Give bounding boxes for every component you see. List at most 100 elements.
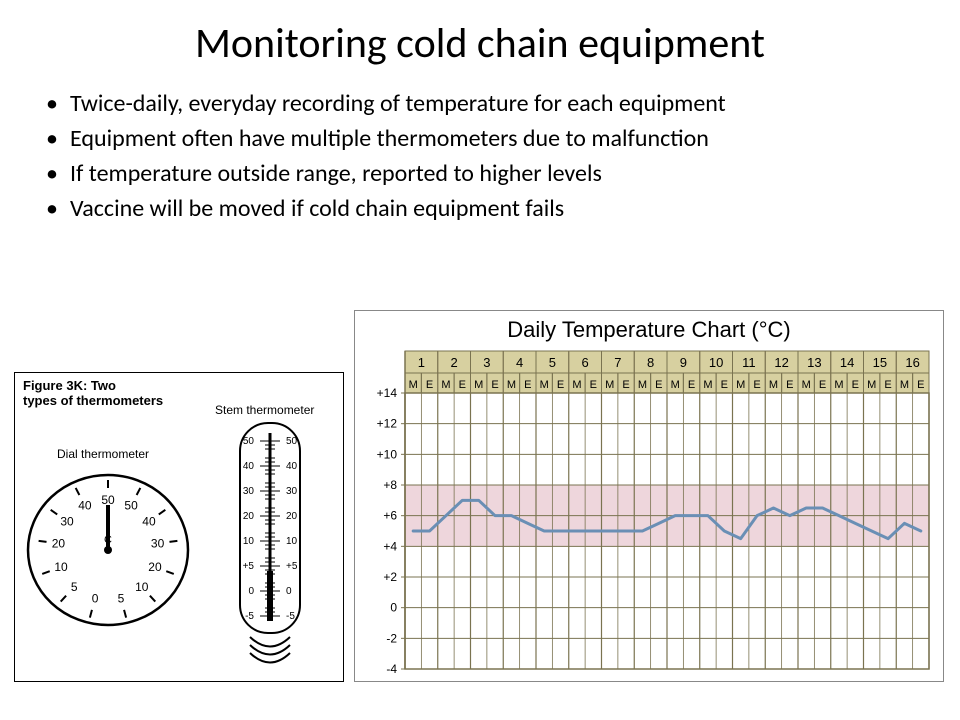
svg-text:40: 40 xyxy=(243,461,255,472)
svg-text:E: E xyxy=(459,379,466,391)
svg-text:10: 10 xyxy=(709,355,723,370)
svg-text:+14: +14 xyxy=(377,386,398,400)
svg-text:14: 14 xyxy=(840,355,854,370)
bullet-item: Equipment often have multiple thermomete… xyxy=(70,122,916,155)
svg-text:10: 10 xyxy=(135,580,149,594)
bullet-item: Twice-daily, everyday recording of tempe… xyxy=(70,87,916,120)
svg-text:0: 0 xyxy=(390,601,397,615)
svg-text:M: M xyxy=(572,379,581,391)
svg-text:50: 50 xyxy=(124,499,138,513)
svg-text:13: 13 xyxy=(807,355,821,370)
svg-text:M: M xyxy=(671,379,680,391)
svg-text:M: M xyxy=(638,379,647,391)
svg-text:50: 50 xyxy=(286,436,298,447)
bullet-list: Twice-daily, everyday recording of tempe… xyxy=(0,81,960,225)
svg-text:50: 50 xyxy=(101,493,115,507)
svg-text:E: E xyxy=(557,379,564,391)
svg-text:30: 30 xyxy=(286,486,298,497)
svg-text:11: 11 xyxy=(742,355,756,370)
svg-text:10: 10 xyxy=(243,536,255,547)
svg-text:E: E xyxy=(622,379,629,391)
svg-text:2: 2 xyxy=(451,355,458,370)
svg-text:20: 20 xyxy=(286,511,298,522)
svg-text:M: M xyxy=(605,379,614,391)
temperature-chart: Daily Temperature Chart (°C) 1ME2ME3ME4M… xyxy=(354,310,944,682)
svg-text:+8: +8 xyxy=(383,478,397,492)
chart-svg: 1ME2ME3ME4ME5ME6ME7ME8ME9ME10ME11ME12ME1… xyxy=(361,347,937,677)
svg-text:E: E xyxy=(655,379,662,391)
svg-text:+5: +5 xyxy=(243,561,255,572)
svg-text:12: 12 xyxy=(774,355,788,370)
svg-text:-2: -2 xyxy=(386,631,397,645)
svg-text:M: M xyxy=(507,379,516,391)
svg-text:M: M xyxy=(703,379,712,391)
svg-text:M: M xyxy=(736,379,745,391)
svg-text:E: E xyxy=(426,379,433,391)
svg-text:-5: -5 xyxy=(245,611,254,622)
svg-text:E: E xyxy=(917,379,924,391)
svg-text:M: M xyxy=(802,379,811,391)
svg-text:E: E xyxy=(786,379,793,391)
svg-text:30: 30 xyxy=(151,536,165,550)
svg-text:30: 30 xyxy=(60,514,74,528)
svg-text:+2: +2 xyxy=(383,570,397,584)
figure-caption: Figure 3K: Two types of thermometers xyxy=(23,379,163,409)
svg-text:7: 7 xyxy=(614,355,621,370)
stem-thermometer-icon: 50 50 40 40 30 30 20 20 10 10 +5 +5 0 0 -5 -5 xyxy=(220,421,320,671)
svg-text:3: 3 xyxy=(483,355,490,370)
svg-text:E: E xyxy=(753,379,760,391)
svg-text:E: E xyxy=(884,379,891,391)
svg-text:6: 6 xyxy=(582,355,589,370)
svg-text:0: 0 xyxy=(92,591,99,605)
svg-text:M: M xyxy=(441,379,450,391)
svg-text:M: M xyxy=(900,379,909,391)
svg-text:M: M xyxy=(834,379,843,391)
svg-text:16: 16 xyxy=(905,355,919,370)
svg-text:E: E xyxy=(819,379,826,391)
svg-text:5: 5 xyxy=(71,580,78,594)
chart-title: Daily Temperature Chart (°C) xyxy=(355,311,943,347)
svg-text:10: 10 xyxy=(54,560,68,574)
svg-text:+6: +6 xyxy=(383,509,397,523)
dial-thermometer-label: Dial thermometer xyxy=(57,447,149,461)
svg-text:M: M xyxy=(474,379,483,391)
svg-text:E: E xyxy=(688,379,695,391)
svg-text:E: E xyxy=(852,379,859,391)
svg-text:+4: +4 xyxy=(383,539,397,553)
svg-text:10: 10 xyxy=(286,536,298,547)
svg-text:0: 0 xyxy=(286,586,292,597)
svg-text:40: 40 xyxy=(78,499,92,513)
svg-text:+12: +12 xyxy=(377,417,398,431)
svg-text:40: 40 xyxy=(286,461,298,472)
svg-text:8: 8 xyxy=(647,355,654,370)
svg-text:E: E xyxy=(491,379,498,391)
svg-text:M: M xyxy=(769,379,778,391)
svg-text:-5: -5 xyxy=(286,611,295,622)
svg-text:40: 40 xyxy=(142,514,156,528)
svg-text:20: 20 xyxy=(52,536,66,550)
dial-thermometer-icon: 05102030405050403020105 C xyxy=(23,465,193,635)
svg-text:9: 9 xyxy=(680,355,687,370)
svg-text:M: M xyxy=(409,379,418,391)
svg-text:M: M xyxy=(867,379,876,391)
bullet-item: If temperature outside range, reported t… xyxy=(70,157,916,190)
svg-text:5: 5 xyxy=(118,591,125,605)
svg-text:15: 15 xyxy=(873,355,887,370)
svg-text:30: 30 xyxy=(243,486,255,497)
svg-text:E: E xyxy=(590,379,597,391)
bullet-item: Vaccine will be moved if cold chain equi… xyxy=(70,192,916,225)
svg-text:5: 5 xyxy=(549,355,556,370)
svg-text:50: 50 xyxy=(243,436,255,447)
svg-text:4: 4 xyxy=(516,355,523,370)
stem-thermometer-label: Stem thermometer xyxy=(215,403,314,417)
svg-text:E: E xyxy=(524,379,531,391)
thermometer-figure: Figure 3K: Two types of thermometers Dia… xyxy=(14,372,344,682)
svg-text:20: 20 xyxy=(243,511,255,522)
svg-text:0: 0 xyxy=(248,586,254,597)
figure-area: Figure 3K: Two types of thermometers Dia… xyxy=(14,310,946,700)
svg-text:+5: +5 xyxy=(286,561,298,572)
svg-text:M: M xyxy=(540,379,549,391)
slide-title: Monitoring cold chain equipment xyxy=(0,0,960,81)
svg-text:1: 1 xyxy=(418,355,425,370)
svg-text:E: E xyxy=(721,379,728,391)
